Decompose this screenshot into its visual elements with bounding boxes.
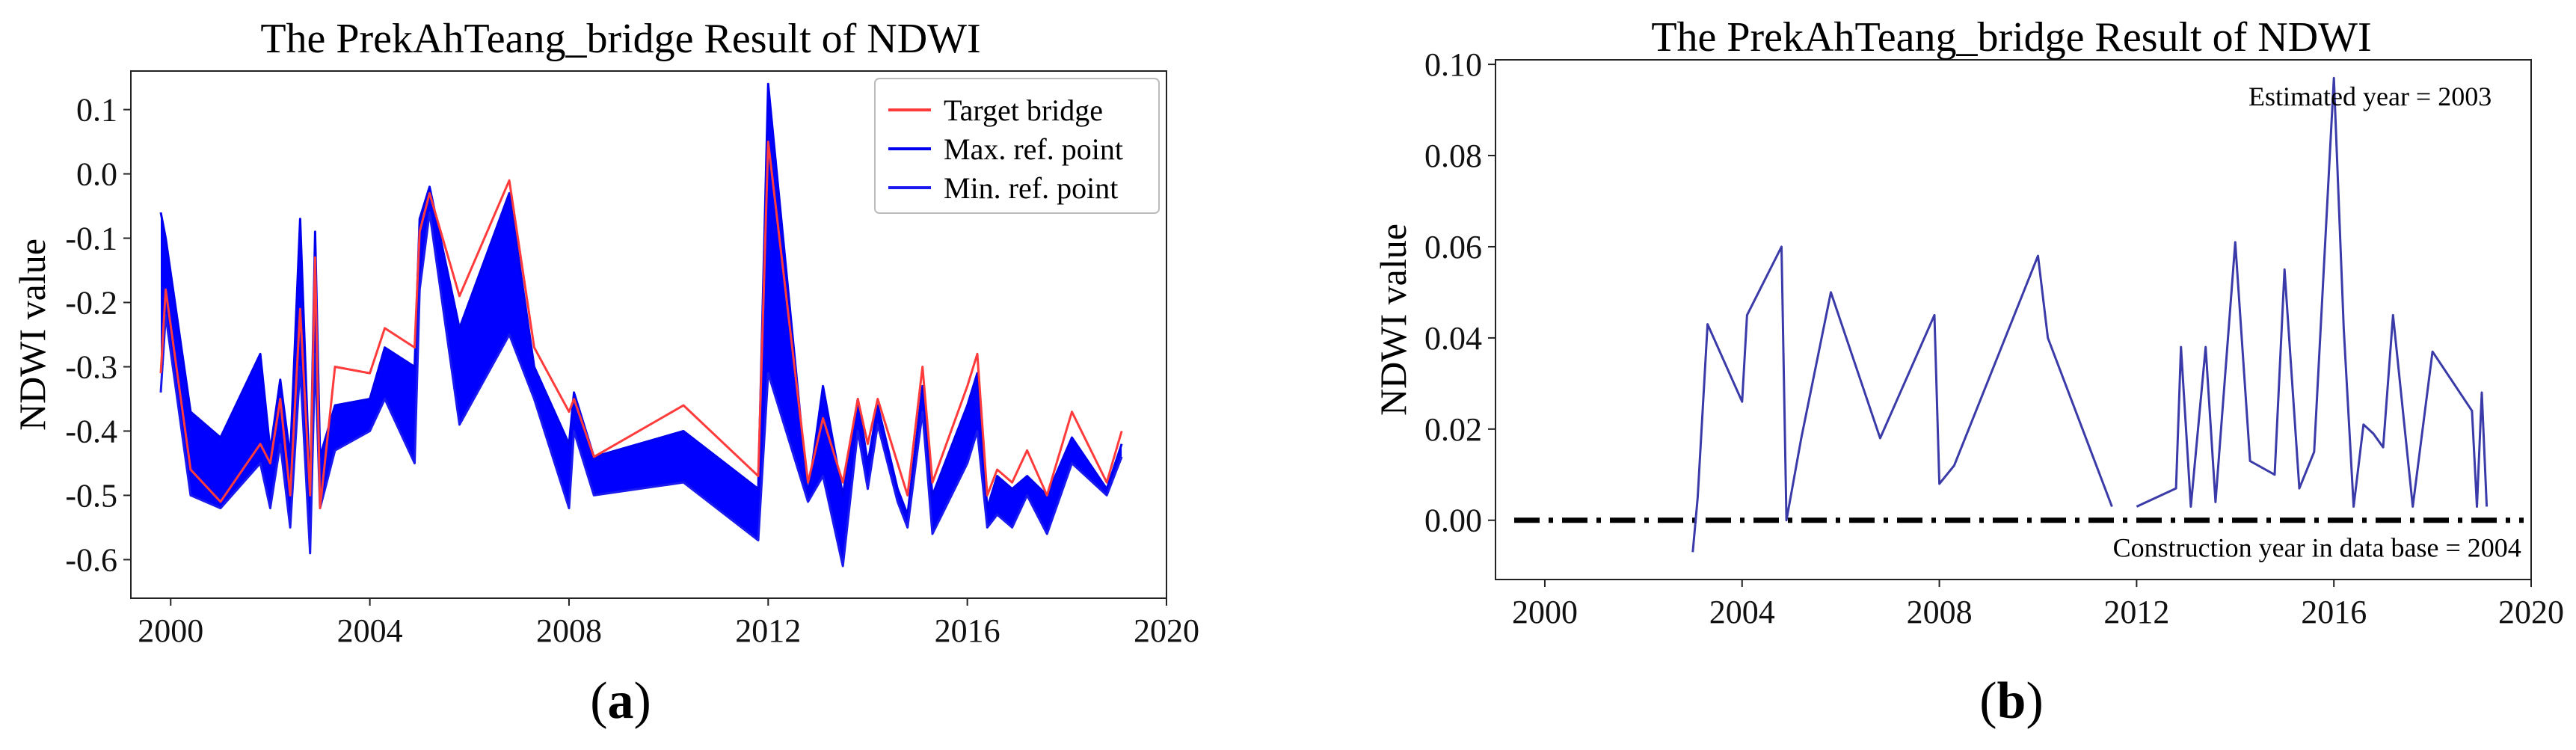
x-tick-label: 2000: [138, 612, 203, 649]
legend-entry: Min. ref. point: [944, 171, 1118, 205]
ref-band-area: [161, 84, 1122, 566]
legend-box: [874, 78, 1160, 214]
plot-frame: [130, 70, 1167, 599]
series-line-target-bridge: [159, 141, 1123, 510]
y-tick-label: 0.1: [76, 92, 117, 129]
panel-label-paren-open: (: [590, 672, 607, 730]
panel-label: (b): [1979, 672, 2044, 730]
x-tick-label: 2012: [2103, 594, 2169, 630]
x-tick-label: 2008: [1907, 594, 1973, 630]
y-tick-label: -0.5: [65, 477, 117, 514]
y-tick-label: 0.06: [1424, 229, 1482, 265]
y-tick-label: -0.6: [65, 541, 117, 578]
y-tick-label: 0.00: [1424, 502, 1482, 539]
x-tick-label: 2000: [1512, 594, 1578, 630]
x-tick-label: 2008: [536, 612, 602, 649]
panel-label: (a): [590, 672, 651, 730]
plot-area: [1514, 76, 2524, 553]
ndwi-diff-line-segment: [1691, 245, 2113, 553]
legend-entry: Target bridge: [944, 93, 1103, 127]
legend-entry: Max. ref. point: [944, 132, 1123, 166]
ndwi-diff-line-segment: [2136, 76, 2489, 508]
y-tick-label: -0.1: [65, 221, 117, 257]
x-tick-label: 2020: [1134, 612, 1199, 649]
y-tick-label: 0.10: [1424, 46, 1482, 83]
chart-title: The PrekAhTeang_bridge Result of NDWI: [260, 16, 980, 62]
series-line-min-ref: [159, 211, 1123, 568]
chart-panel-a: The PrekAhTeang_bridge Result of NDWI NDW…: [11, 16, 1199, 730]
x-tick-label: 2016: [935, 612, 1000, 649]
plot-frame: [1495, 59, 2532, 580]
y-tick-label: -0.2: [65, 285, 117, 322]
y-axis-label: NDWI value: [1372, 224, 1414, 416]
x-tick-label: 2012: [735, 612, 801, 649]
x-tick-label: 2004: [1709, 594, 1775, 630]
y-axis-label: NDWI value: [11, 239, 53, 431]
y-tick-label: 0.02: [1424, 411, 1482, 448]
panel-label-letter: a: [608, 672, 634, 730]
construction-year-annotation: Construction year in data base = 2004: [2113, 533, 2521, 563]
plot-area: [159, 82, 1123, 568]
chart-panel-b: The PrekAhTeang_bridge Result of NDWI NDW…: [1372, 14, 2564, 730]
estimated-year-annotation: Estimated year = 2003: [2248, 82, 2492, 111]
y-tick-label: 0.04: [1424, 320, 1482, 357]
x-tick-label: 2016: [2301, 594, 2367, 630]
panel-label-paren-close: ): [634, 672, 651, 730]
y-tick-label: -0.3: [65, 348, 117, 385]
y-tick-label: 0.0: [76, 156, 117, 193]
chart-title: The PrekAhTeang_bridge Result of NDWI: [1651, 14, 2371, 61]
y-tick-label: -0.4: [65, 413, 117, 449]
x-tick-label: 2020: [2498, 594, 2564, 630]
y-tick-label: 0.08: [1424, 138, 1482, 174]
panel-label-paren-open: (: [1979, 672, 1996, 730]
x-tick-label: 2004: [337, 612, 403, 649]
panel-label-letter: b: [1997, 672, 2026, 730]
panel-label-paren-close: ): [2026, 672, 2043, 730]
legend: Target bridge Max. ref. point Min. ref. po…: [874, 78, 1160, 214]
